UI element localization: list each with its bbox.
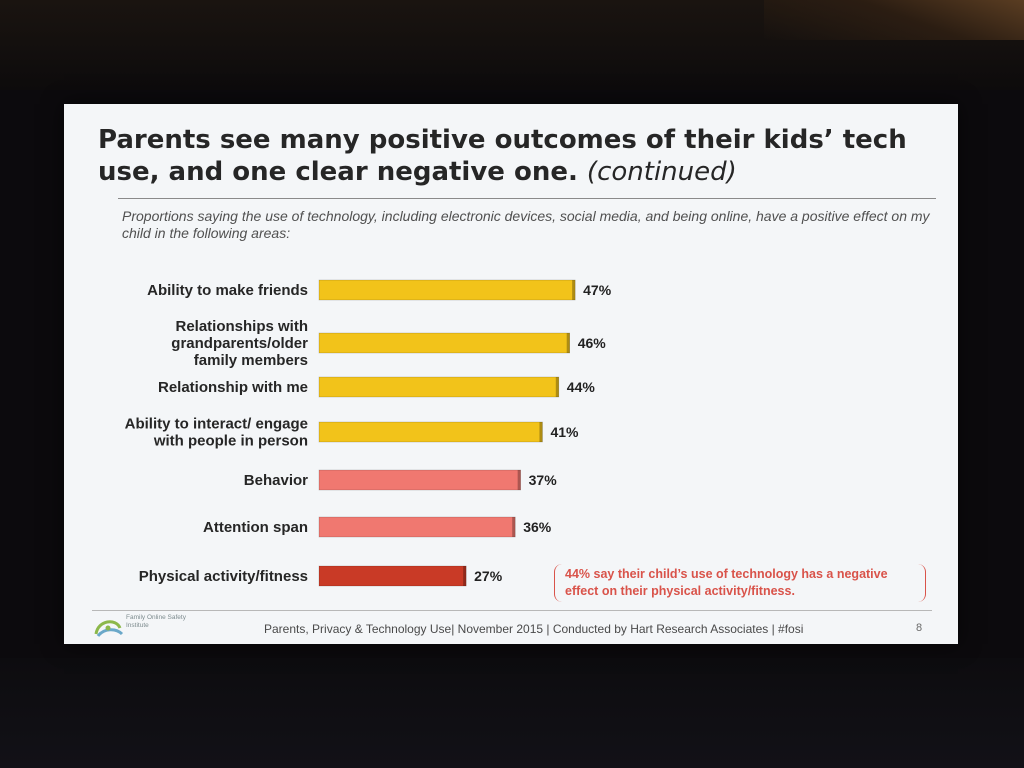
category-label-line: Relationship with me (158, 379, 308, 396)
bar-chart: 47% Ability to make friends 46% Relationshi… (125, 279, 612, 587)
category-label: Attention span (203, 519, 308, 536)
bar (318, 469, 521, 491)
bar-value-label: 47% (583, 282, 612, 298)
title-divider (118, 198, 936, 199)
chart-subtitle: Proportions saying the use of technology… (122, 208, 930, 241)
category-label-line: Ability to make friends (147, 282, 308, 299)
room-ceiling-corner (764, 0, 1024, 40)
category-label: Physical activity/fitness (139, 568, 308, 585)
bar-end-shade (539, 422, 543, 442)
bar-value-label: 36% (523, 519, 552, 535)
bar (318, 421, 543, 443)
slide-footer: Parents, Privacy & Technology Use| Novem… (264, 622, 804, 636)
slide-title: Parents see many positive outcomes of th… (98, 124, 938, 188)
bar-end-shade (512, 517, 516, 537)
presentation-slide: Parents see many positive outcomes of th… (64, 104, 958, 644)
category-label-line: Behavior (244, 472, 308, 489)
bar (318, 332, 570, 354)
fosi-logo: Family Online Safety Institute (92, 614, 202, 640)
category-label-line: family members (194, 352, 308, 369)
bar-end-shade (463, 566, 467, 586)
fosi-logo-text: Family Online Safety Institute (126, 614, 186, 629)
bar (318, 376, 560, 398)
bar-end-shade (566, 333, 570, 353)
category-label-line: Attention span (203, 519, 308, 536)
category-label: Relationships with grandparents/older fami… (171, 318, 308, 369)
slide-title-text: Parents see many positive outcomes of th… (98, 125, 907, 187)
bar (318, 516, 516, 538)
category-label-line: with people in person (153, 433, 308, 450)
bar-value-label: 46% (578, 335, 607, 351)
bar-end-shade (517, 470, 521, 490)
category-label-line: Physical activity/fitness (139, 568, 308, 585)
room-floor (0, 658, 1024, 768)
footer-divider (92, 610, 932, 611)
category-label-line: Relationships with (175, 318, 308, 335)
bar-value-label: 41% (550, 424, 579, 440)
category-label: Relationship with me (158, 379, 308, 396)
fosi-logo-icon (94, 620, 124, 638)
bar-value-label: 37% (529, 472, 558, 488)
bar-value-label: 44% (567, 379, 596, 395)
bar (318, 279, 576, 301)
bar-end-shade (555, 377, 559, 397)
slide-page-number: 8 (916, 622, 923, 634)
category-label: Behavior (244, 472, 308, 489)
bar-end-shade (572, 280, 576, 300)
negative-effect-callout: 44% say their child’s use of technology … (554, 564, 926, 602)
category-label: Ability to make friends (147, 282, 308, 299)
bar-value-label: 27% (474, 568, 503, 584)
slide-title-suffix: (continued) (586, 157, 737, 187)
bar (318, 565, 467, 587)
category-label-line: Ability to interact/ engage (125, 416, 308, 433)
category-label-line: grandparents/older (171, 335, 308, 352)
category-label: Ability to interact/ engage with people i… (125, 416, 308, 450)
